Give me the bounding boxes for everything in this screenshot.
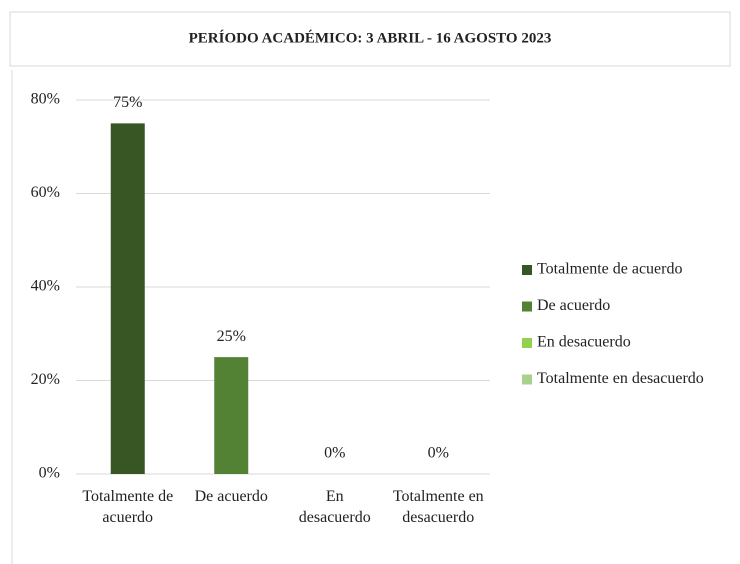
legend-swatch (522, 374, 532, 385)
data-label: 75% (113, 94, 142, 111)
legend-label: En desacuerdo (537, 334, 631, 351)
legend-label: Totalmente en desacuerdo (537, 370, 704, 387)
legend-swatch (522, 338, 532, 348)
x-tick-label: En desacuerdo (298, 488, 371, 526)
data-label: 0% (428, 445, 449, 462)
y-tick-label: 40% (31, 278, 60, 295)
legend-swatch (522, 265, 532, 275)
x-tick-label: Totalmente en desacuerdo (392, 488, 484, 526)
x-tick-label: Totalmente de acuerdo (82, 488, 174, 526)
y-tick-label: 20% (31, 371, 60, 388)
data-label: 0% (324, 445, 345, 462)
chart-title: PERÍODO ACADÉMICO: 3 ABRIL - 16 AGOSTO 2… (189, 29, 552, 46)
legend-swatch (522, 301, 532, 312)
bar (214, 357, 249, 474)
y-tick-label: 80% (31, 91, 60, 108)
y-tick-label: 0% (39, 465, 60, 482)
legend-label: De acuerdo (537, 297, 610, 314)
y-tick-label: 60% (31, 184, 60, 201)
legend-label: Totalmente de acuerdo (537, 261, 682, 278)
x-tick-label: De acuerdo (194, 488, 268, 505)
title-box (9, 11, 731, 67)
bar (110, 123, 145, 474)
data-label: 25% (217, 328, 246, 345)
